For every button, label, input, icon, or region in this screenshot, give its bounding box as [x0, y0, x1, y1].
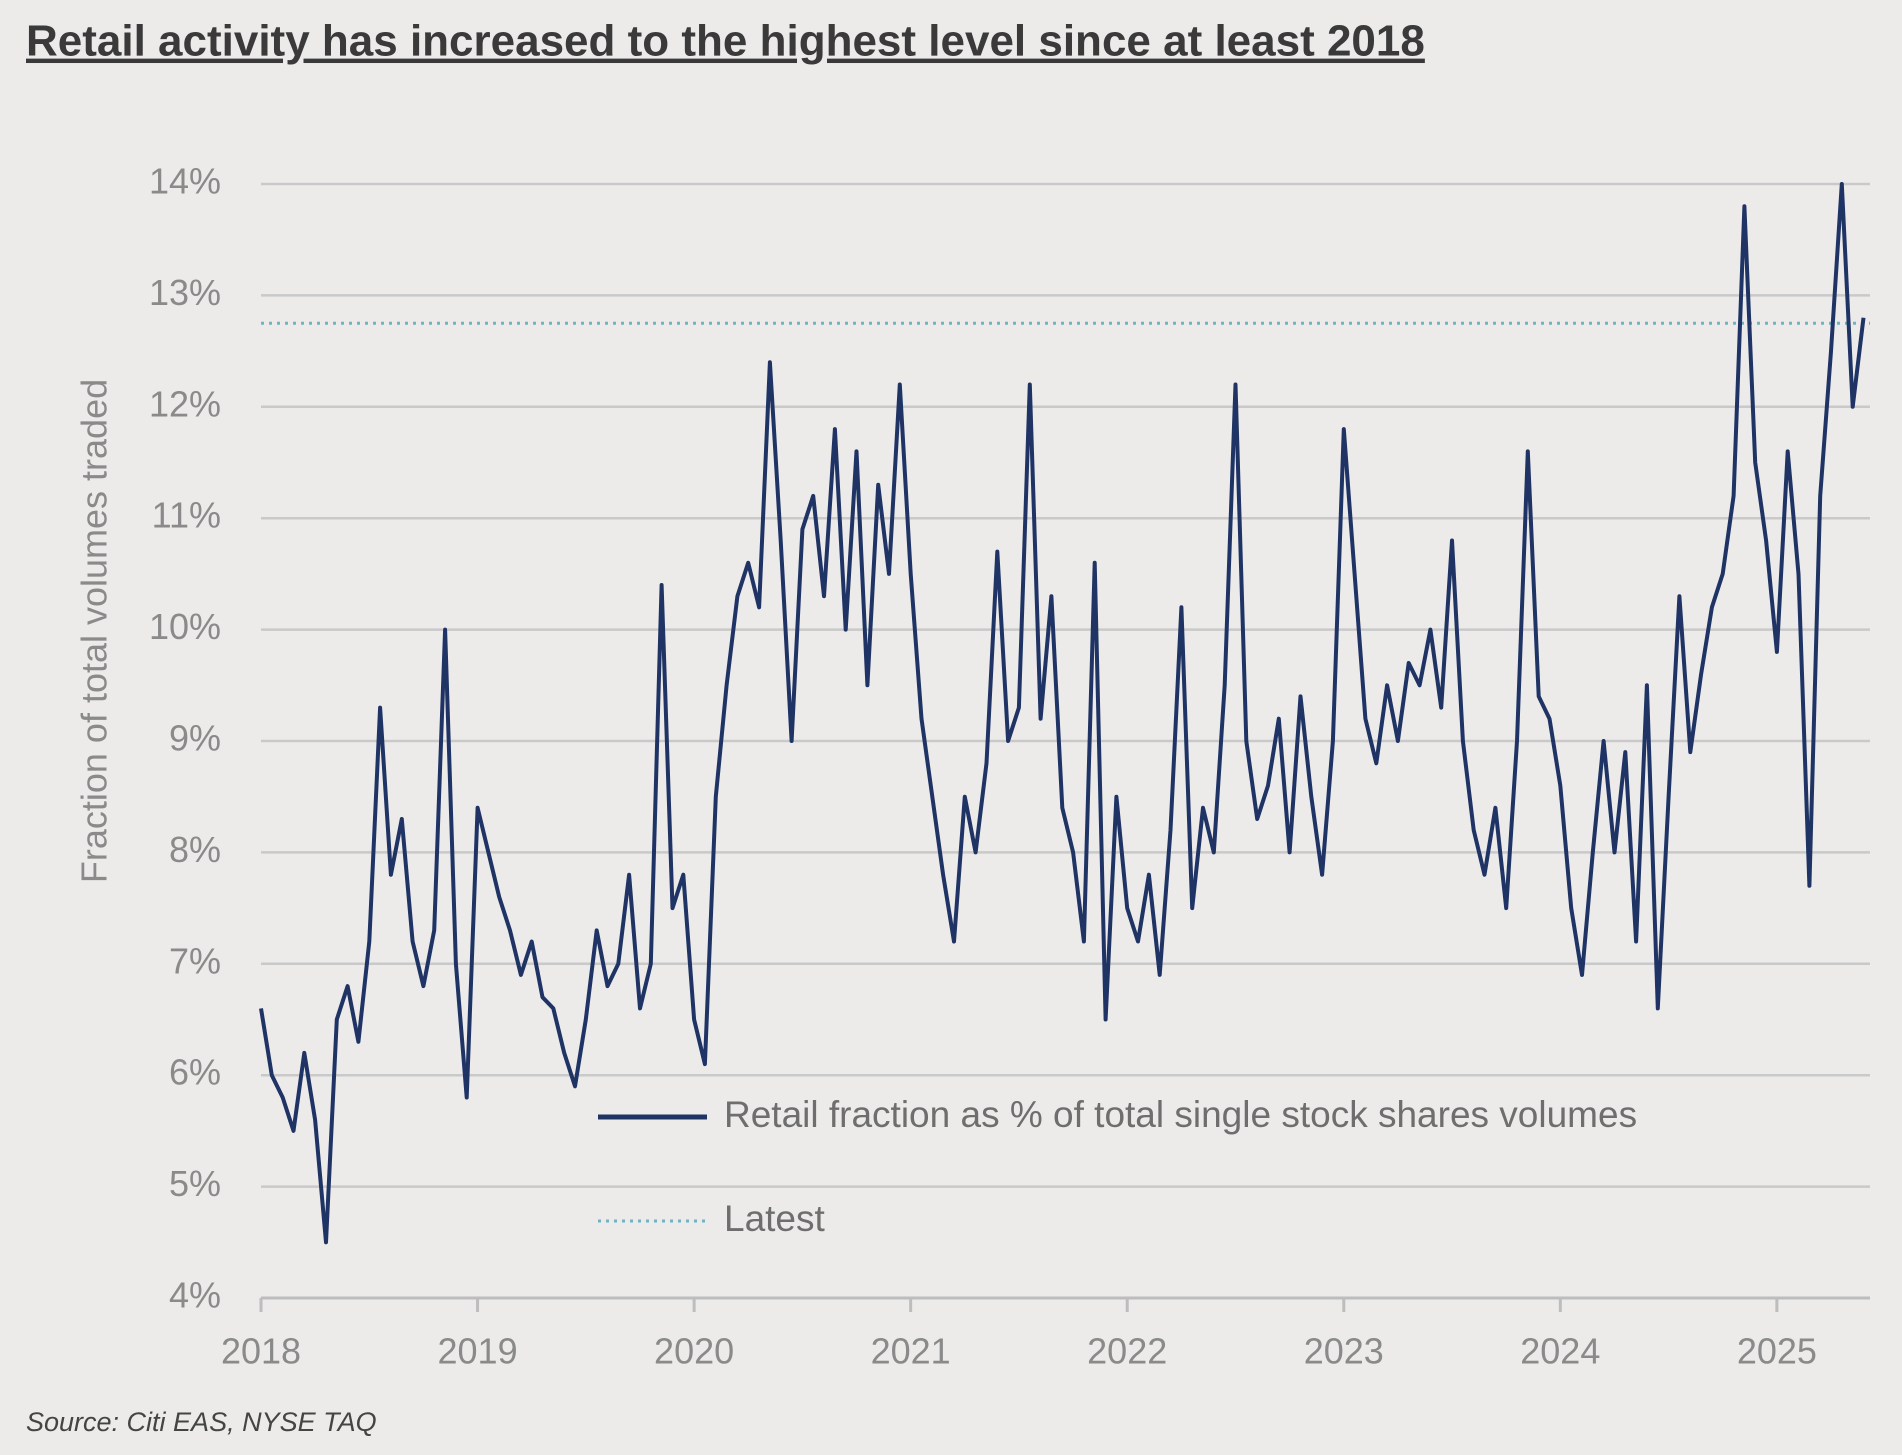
y-tick-label: 12% [149, 383, 221, 424]
y-tick-label: 8% [169, 829, 221, 870]
y-tick-label: 13% [149, 272, 221, 313]
y-tick-label: 14% [149, 161, 221, 202]
x-tick-label: 2025 [1737, 1331, 1817, 1372]
y-tick-label: 11% [152, 495, 221, 536]
chart-title: Retail activity has increased to the hig… [26, 17, 1425, 66]
y-axis-label: Fraction of total volumes traded [74, 379, 115, 883]
y-tick-label: 7% [169, 940, 221, 981]
y-tick-label: 10% [149, 606, 221, 647]
legend-label: Latest [724, 1198, 826, 1239]
y-tick-label: 5% [169, 1163, 221, 1204]
source: Source: Citi EAS, NYSE TAQ [26, 1407, 377, 1437]
y-tick-label: 6% [169, 1052, 221, 1093]
y-tick-label: 9% [169, 718, 221, 759]
x-tick-label: 2024 [1520, 1331, 1600, 1372]
x-tick-label: 2023 [1304, 1331, 1384, 1372]
x-tick-label: 2020 [654, 1331, 734, 1372]
x-tick-label: 2022 [1087, 1331, 1167, 1372]
series-line [259, 182, 1866, 1245]
x-tick-label: 2018 [221, 1331, 301, 1372]
legend-label: Retail fraction as % of total single sto… [724, 1094, 1637, 1135]
x-tick-label: 2021 [871, 1331, 951, 1372]
x-tick-label: 2019 [438, 1331, 518, 1372]
y-tick-label: 4% [169, 1275, 221, 1316]
